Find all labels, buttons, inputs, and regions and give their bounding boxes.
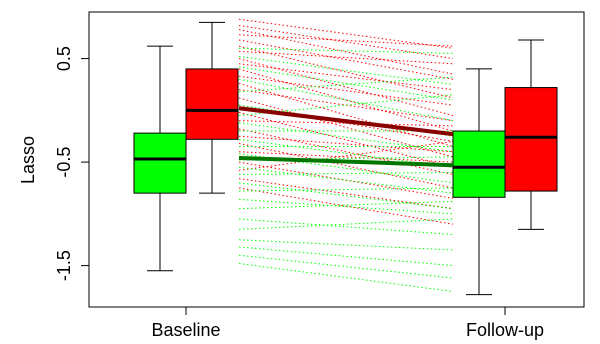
- box-follow-up-green: [452, 130, 506, 198]
- subject-line-green-39: [238, 171, 454, 176]
- subject-line-green-41: [238, 187, 454, 192]
- subject-line-green-46: [238, 239, 454, 251]
- x-tick-label-0: Baseline: [151, 320, 220, 340]
- subject-line-green-48: [238, 254, 454, 279]
- box-baseline-red: [185, 68, 239, 140]
- subject-line-red-24: [238, 187, 454, 225]
- box-baseline-green: [133, 132, 187, 194]
- subject-line-red-3: [238, 34, 454, 47]
- subject-line-green-43: [238, 200, 454, 210]
- y-axis-label: Lasso: [18, 136, 38, 184]
- subject-line-red-5: [238, 45, 454, 99]
- y-tick-label-0: 0.5: [54, 46, 74, 71]
- subject-line-red-4: [238, 39, 454, 80]
- y-tick-label-1: -0.5: [54, 147, 74, 178]
- subject-line-green-42: [238, 198, 454, 215]
- subject-line-red-11: [238, 82, 454, 148]
- subject-line-green-44: [238, 218, 454, 236]
- subject-line-green-40: [238, 182, 454, 210]
- subject-line-green-45: [238, 218, 454, 230]
- box-follow-up-red: [504, 87, 558, 192]
- subject-lines: [238, 18, 454, 292]
- subject-line-red-10: [238, 75, 454, 106]
- subject-line-red-7: [238, 58, 454, 116]
- subject-line-green-29: [238, 76, 454, 93]
- subject-line-green-49: [238, 263, 454, 292]
- boxes: [133, 21, 558, 296]
- subject-line-red-19: [238, 142, 454, 189]
- subject-line-red-1: [238, 24, 454, 60]
- mean-line-green: [238, 155, 454, 168]
- subject-line-red-0: [238, 18, 454, 49]
- mean-line-red: [238, 106, 454, 137]
- subject-line-red-15: [238, 111, 454, 168]
- subject-line-green-32: [238, 122, 454, 153]
- axes: [81, 11, 585, 315]
- subject-line-green-47: [238, 246, 454, 267]
- subject-line-green-27: [238, 66, 454, 101]
- subject-line-red-13: [238, 97, 454, 158]
- subject-line-red-17: [238, 128, 454, 175]
- subject-line-red-12: [238, 89, 454, 122]
- subject-line-red-23: [238, 178, 454, 210]
- subject-line-red-2: [238, 29, 454, 75]
- y-tick-label-2: -1.5: [54, 250, 74, 281]
- subject-line-red-21: [238, 161, 454, 199]
- x-tick-label-1: Follow-up: [466, 320, 544, 340]
- subject-line-green-25: [238, 47, 454, 54]
- subject-line-green-28: [238, 78, 454, 122]
- subject-line-red-9: [238, 68, 454, 132]
- mean-lines: [238, 106, 454, 168]
